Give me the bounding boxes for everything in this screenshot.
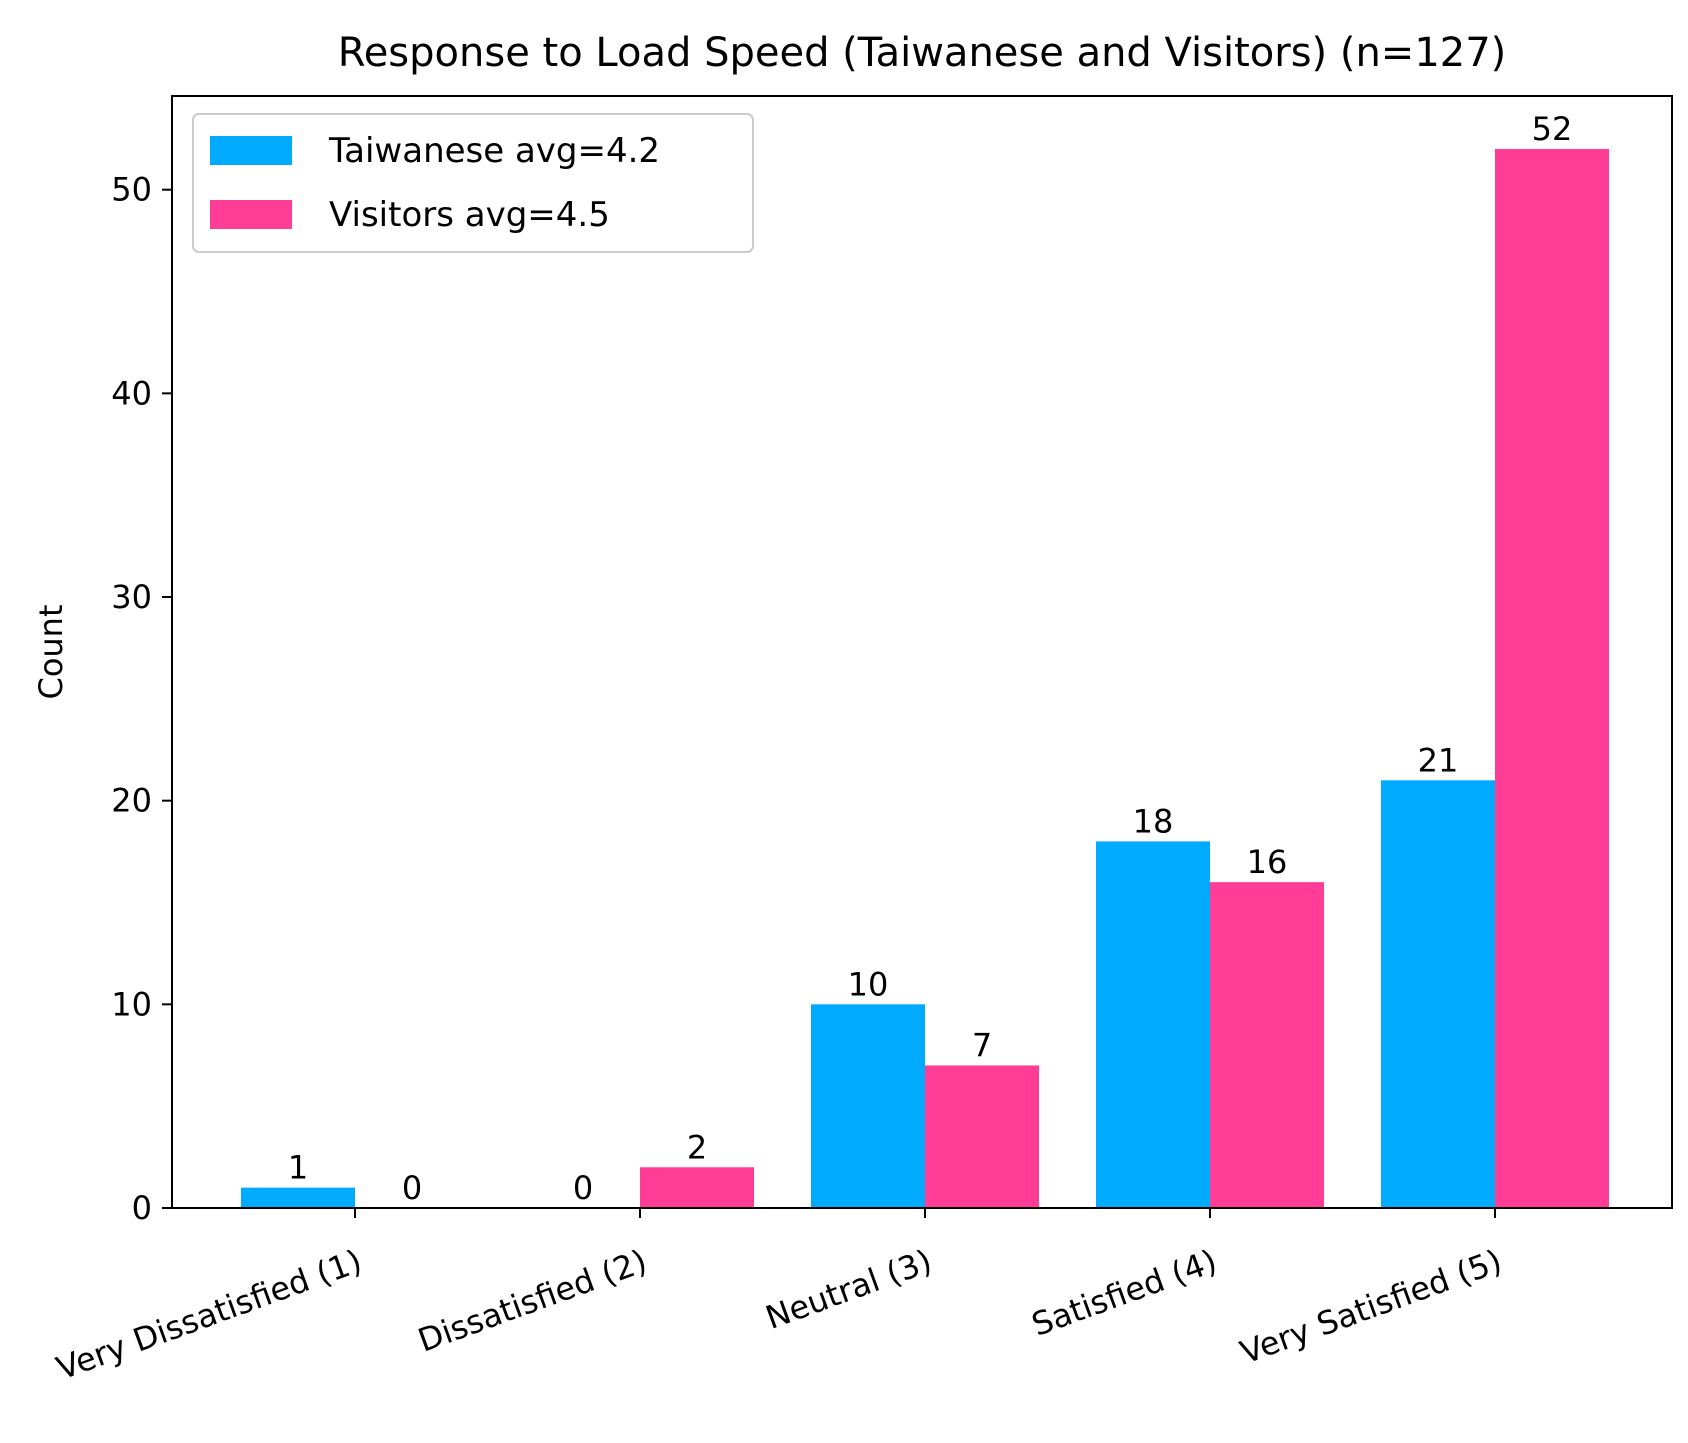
y-tick-label: 30 bbox=[111, 578, 152, 616]
bar-taiwanese-1 bbox=[241, 1187, 355, 1208]
bar-value-label-taiwanese-1: 1 bbox=[288, 1149, 308, 1187]
bar-value-label-visitors-3: 7 bbox=[972, 1026, 992, 1064]
y-axis-label: Count bbox=[32, 604, 70, 699]
bar-value-label-visitors-5: 52 bbox=[1532, 110, 1573, 148]
bar-value-label-taiwanese-4: 18 bbox=[1133, 802, 1174, 840]
y-tick-label: 50 bbox=[111, 171, 152, 209]
bar-taiwanese-4 bbox=[1096, 841, 1210, 1208]
plot-frame bbox=[171, 95, 1673, 1209]
bar-visitors-3 bbox=[925, 1065, 1039, 1208]
bar-value-label-visitors-2: 2 bbox=[687, 1128, 707, 1166]
bar-value-label-visitors-1: 0 bbox=[402, 1169, 422, 1207]
legend: Taiwanese avg=4.2 Visitors avg=4.5 bbox=[192, 113, 754, 253]
legend-label-taiwanese: Taiwanese avg=4.2 bbox=[328, 131, 660, 171]
legend-swatch-taiwanese bbox=[210, 136, 292, 165]
y-axis: 0 10 20 30 40 50 bbox=[111, 171, 172, 1227]
bar-taiwanese-3 bbox=[811, 1004, 925, 1208]
bar-value-label-taiwanese-5: 21 bbox=[1418, 741, 1459, 779]
y-tick-label: 40 bbox=[111, 374, 152, 412]
bar-value-label-taiwanese-2: 0 bbox=[573, 1169, 593, 1207]
bar-visitors-4 bbox=[1210, 882, 1324, 1208]
y-tick-label: 0 bbox=[132, 1189, 152, 1227]
bars-layer bbox=[241, 148, 1609, 1208]
chart-title: Response to Load Speed (Taiwanese and Vi… bbox=[338, 30, 1507, 76]
legend-frame bbox=[192, 113, 754, 253]
legend-swatch-visitors bbox=[210, 200, 292, 229]
y-tick-label: 20 bbox=[111, 782, 152, 820]
bar-value-label-visitors-4: 16 bbox=[1247, 843, 1288, 881]
bar-taiwanese-5 bbox=[1381, 780, 1495, 1208]
legend-label-visitors: Visitors avg=4.5 bbox=[329, 195, 610, 235]
bar-visitors-2 bbox=[640, 1167, 754, 1208]
y-tick-label: 10 bbox=[111, 985, 152, 1023]
bar-value-label-taiwanese-3: 10 bbox=[848, 965, 889, 1003]
bar-visitors-5 bbox=[1495, 148, 1609, 1208]
